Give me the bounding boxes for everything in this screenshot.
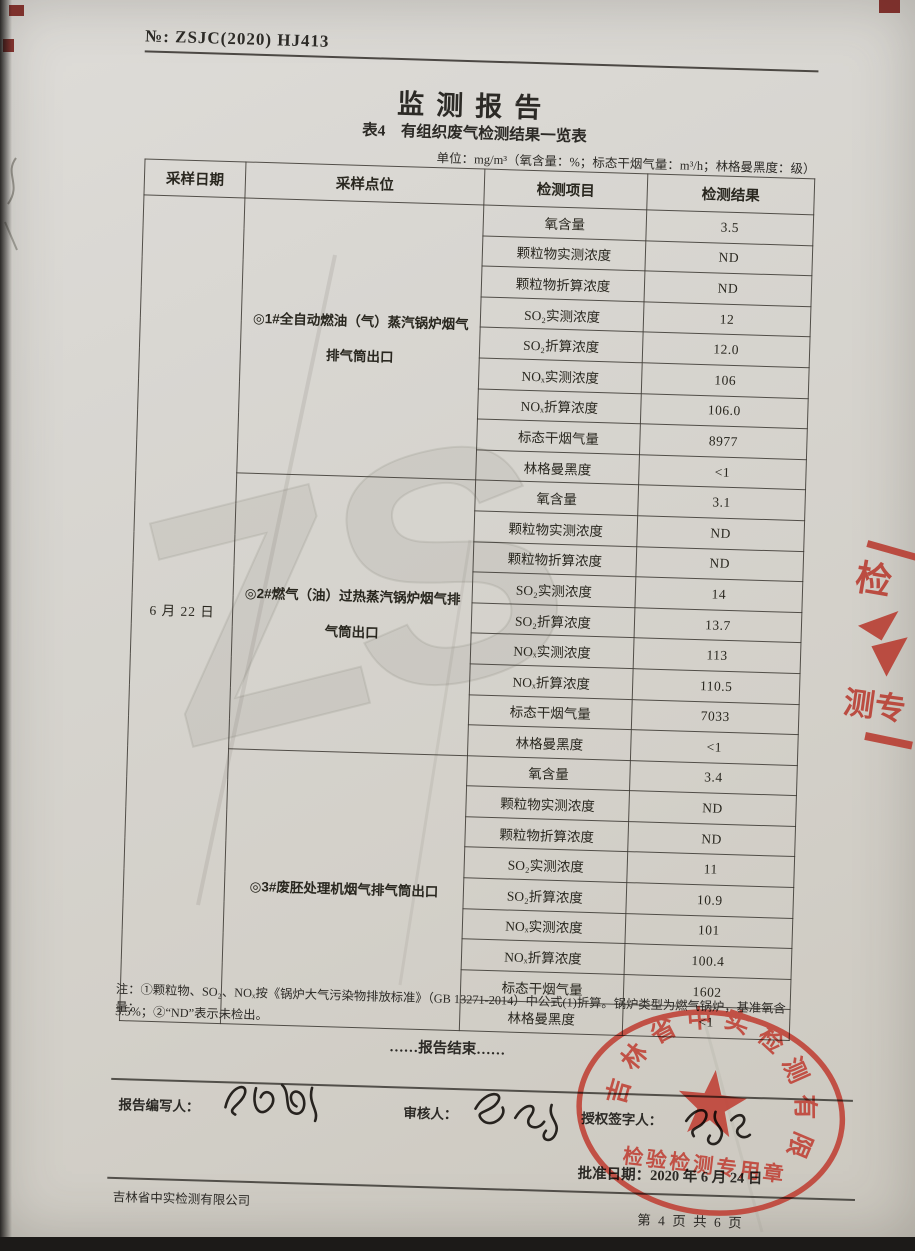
stamp-star-icon [678, 1069, 747, 1138]
value-cell: <1 [638, 454, 807, 491]
writer-label: 报告编写人： [118, 1097, 200, 1115]
item-cell: NOₓ折算浓度 [477, 388, 642, 424]
item-cell: 颗粒物折算浓度 [472, 541, 637, 577]
corner-mark [9, 5, 24, 16]
item-cell: SO₂折算浓度 [479, 327, 644, 363]
item-cell: SO₂实测浓度 [472, 571, 636, 608]
sampling-point-2: ◎2#燃气（油）过热蒸汽锅炉烟气排气筒出口 [228, 473, 476, 756]
edge-stamp-fragment: 检 测专 [837, 540, 915, 788]
value-cell: 113 [633, 637, 801, 674]
item-cell: NOₓ实测浓度 [478, 357, 643, 394]
footer-company: 吉林省中实检测有限公司 [112, 1189, 251, 1209]
item-cell: 标态干烟气量 [476, 419, 641, 455]
value-cell: 8977 [639, 423, 808, 460]
item-cell: NOₓ实测浓度 [462, 908, 626, 944]
report-end-marker: ……报告结束…… [389, 1039, 506, 1059]
value-cell: ND [635, 546, 804, 582]
value-cell: 12.0 [642, 332, 811, 368]
value-cell: ND [644, 271, 812, 307]
report-number: №: ZSJC(2020) HJ413 [144, 26, 330, 51]
item-cell: 林格曼黑度 [475, 449, 640, 486]
col-header-result: 检测结果 [646, 173, 815, 215]
value-cell: 11 [626, 852, 795, 888]
item-cell: NOₓ折算浓度 [469, 663, 634, 700]
item-cell: 颗粒物折算浓度 [481, 266, 645, 302]
item-cell: 氧含量 [482, 205, 647, 241]
edge-stamp-bar [864, 731, 913, 750]
reviewer-signature [474, 1092, 558, 1142]
reviewer-label: 审核人： [403, 1105, 458, 1123]
photo-edge-shadow [0, 0, 12, 1237]
value-cell: 101 [624, 913, 793, 949]
col-header-date: 采样日期 [143, 158, 246, 198]
sampling-point-1: ◎1#全自动燃油（气）蒸汽锅炉烟气排气筒出口 [236, 197, 484, 481]
value-cell: 3.4 [629, 760, 798, 796]
item-cell: 林格曼黑度 [467, 724, 632, 761]
item-cell: SO₂折算浓度 [471, 602, 635, 638]
item-cell: SO₂实测浓度 [463, 847, 628, 883]
edge-stamp-char-bottom: 测专 [841, 684, 908, 728]
item-cell: NOₓ折算浓度 [461, 938, 625, 975]
edge-stamp-star-fragment [858, 611, 908, 677]
value-cell: 14 [634, 576, 803, 613]
item-cell: 颗粒物实测浓度 [465, 786, 630, 822]
value-cell: 106.0 [640, 393, 809, 429]
item-cell: 标态干烟气量 [468, 694, 633, 730]
corner-mark [879, 0, 900, 13]
value-cell: 110.5 [632, 668, 801, 705]
item-cell: 颗粒物折算浓度 [464, 816, 629, 853]
value-cell: 7033 [631, 699, 800, 735]
header-rule [144, 50, 819, 73]
results-table: 采样日期 采样点位 检测项目 检测结果 6 月 22 日 ◎1#全自动燃油（气）… [119, 158, 815, 1041]
value-cell: 3.1 [637, 485, 806, 521]
item-cell: SO₂实测浓度 [480, 296, 645, 333]
writer-signature [224, 1083, 318, 1123]
value-cell: ND [636, 515, 805, 552]
company-seal-stamp: 吉林省中实检测有限公司 检验检测专用章 [548, 984, 846, 1216]
value-cell: <1 [630, 729, 799, 766]
col-header-item: 检测项目 [483, 169, 648, 210]
value-cell: 3.5 [645, 209, 814, 246]
item-cell: SO₂折算浓度 [462, 877, 627, 914]
value-cell: ND [628, 790, 797, 827]
item-cell: NOₓ实测浓度 [470, 633, 635, 669]
edge-stamp-char-top: 检 [852, 556, 895, 603]
value-cell: ND [627, 821, 796, 857]
value-cell: ND [644, 240, 813, 276]
item-cell: 氧含量 [466, 755, 631, 791]
value-cell: 13.7 [634, 607, 802, 643]
stamp-label: 检验检测专用章 [621, 1144, 787, 1187]
item-cell: 颗粒物实测浓度 [473, 510, 638, 547]
value-cell: 106 [641, 362, 810, 399]
item-cell: 氧含量 [474, 480, 639, 516]
value-cell: 12 [643, 301, 811, 338]
value-cell: 10.9 [625, 882, 794, 919]
item-cell: 颗粒物实测浓度 [482, 235, 646, 272]
value-cell: 100.4 [624, 943, 792, 980]
